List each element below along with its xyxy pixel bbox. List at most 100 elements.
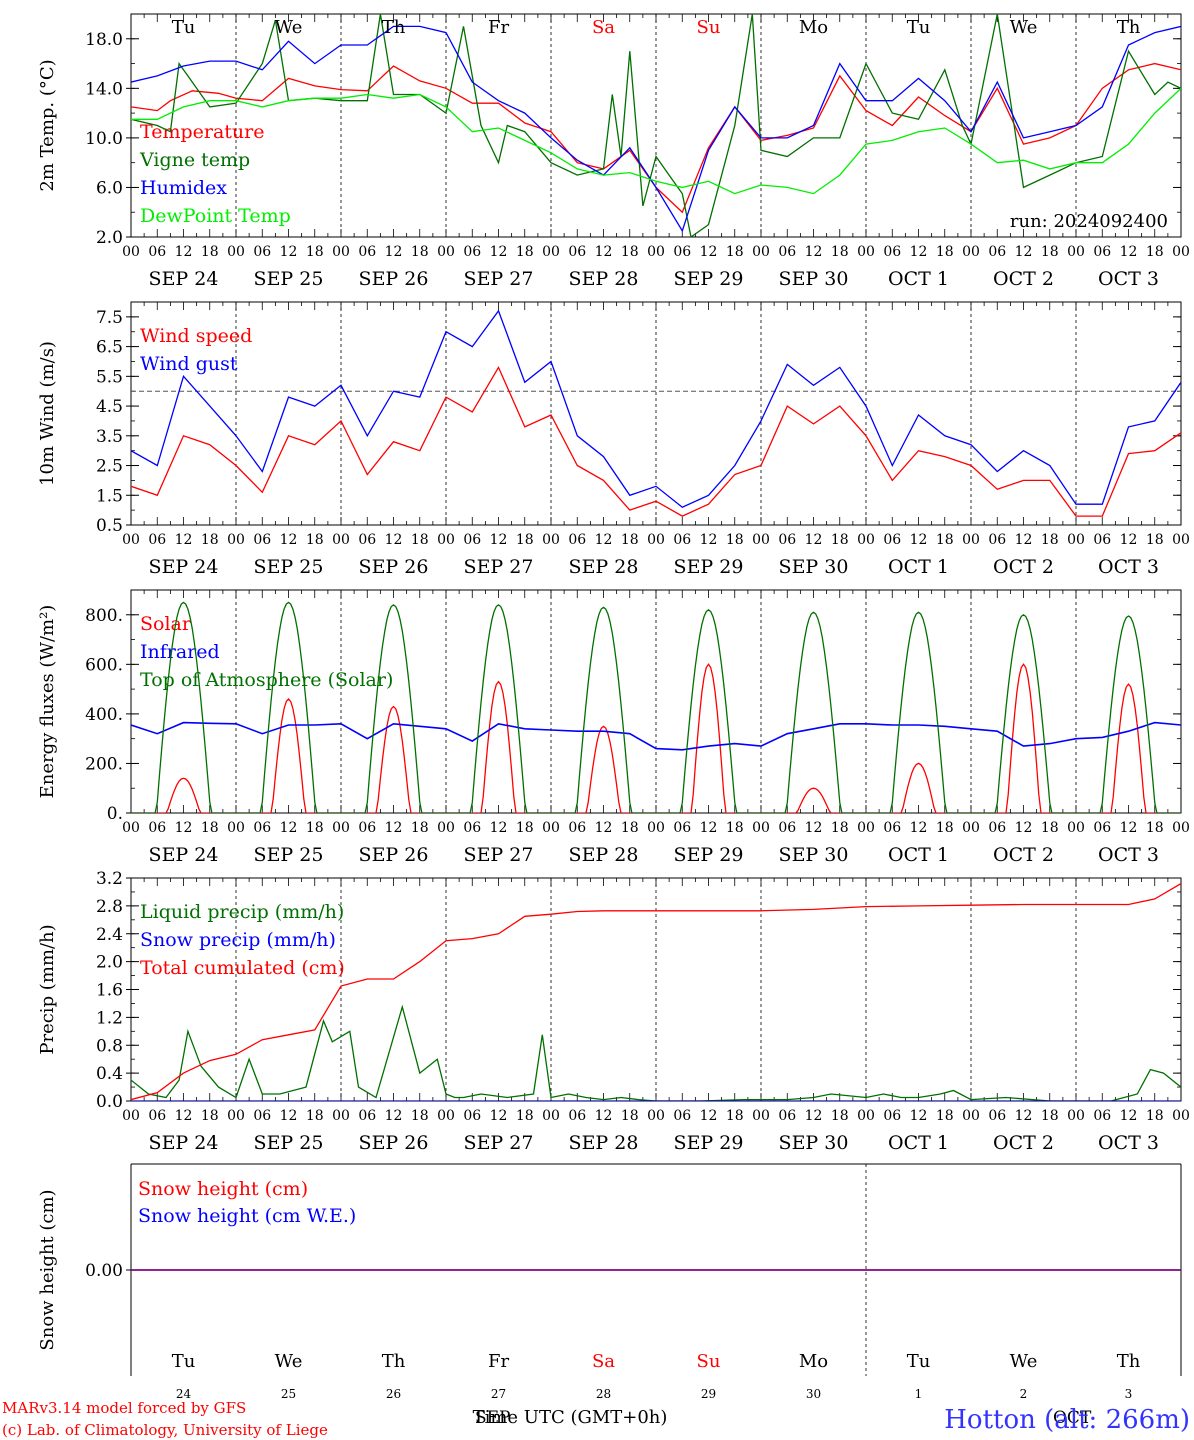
x-tick-label: 12 — [175, 244, 193, 260]
x-tick-label: 00 — [122, 244, 140, 260]
legend-entry: Wind speed — [140, 325, 252, 347]
x-tick-label: 06 — [253, 1108, 271, 1124]
x-tick-label: 12 — [280, 244, 298, 260]
x-tick-label: 12 — [700, 244, 718, 260]
x-tick-label: 00 — [437, 244, 455, 260]
x-tick-label: 18 — [726, 244, 744, 260]
x-tick-label: 18 — [621, 532, 639, 548]
weekday-label: Th — [382, 1351, 406, 1372]
x-tick-label: 06 — [1093, 244, 1111, 260]
date-label: SEP 27 — [464, 1132, 534, 1154]
weekday-label: Th — [382, 17, 406, 38]
y-tick-label: 2.0 — [96, 228, 123, 248]
x-tick-label: 06 — [988, 820, 1006, 836]
date-label: SEP 28 — [569, 1132, 639, 1154]
x-tick-label: 18 — [1041, 1108, 1059, 1124]
x-tick-label: 18 — [831, 532, 849, 548]
x-tick-label: 00 — [437, 1108, 455, 1124]
date-label: OCT 3 — [1098, 844, 1159, 866]
x-tick-label: 06 — [673, 820, 691, 836]
month-label: OCT — [1053, 1408, 1092, 1428]
x-tick-label: 12 — [595, 244, 613, 260]
x-tick-label: 06 — [568, 1108, 586, 1124]
panel-frame — [130, 589, 1182, 814]
x-tick-label: 06 — [358, 532, 376, 548]
weekday-label: Tu — [907, 17, 931, 38]
x-tick-label: 12 — [700, 1108, 718, 1124]
x-tick-label: 18 — [411, 244, 429, 260]
weekday-label: Tu — [172, 17, 196, 38]
x-tick-label: 06 — [568, 532, 586, 548]
x-tick-label: 18 — [1146, 244, 1164, 260]
y-axis-label: Snow height (cm) — [37, 1189, 58, 1350]
x-tick-label: 06 — [463, 244, 481, 260]
x-tick-label: 06 — [778, 532, 796, 548]
x-tick-label: 18 — [516, 820, 534, 836]
x-tick-label: 12 — [1120, 244, 1138, 260]
y-tick-label: 400. — [85, 705, 123, 725]
x-tick-label: 00 — [332, 1108, 350, 1124]
date-label: OCT 3 — [1098, 556, 1159, 578]
x-tick-label: 00 — [227, 532, 245, 548]
y-tick-label: 2.0 — [96, 953, 123, 973]
x-tick-label: 12 — [910, 532, 928, 548]
x-tick-label: 06 — [883, 532, 901, 548]
y-tick-label: 0.0 — [96, 1092, 123, 1112]
weekday-label: Mo — [799, 17, 828, 38]
legend-entry: Liquid precip (mm/h) — [140, 901, 344, 923]
panel-frame — [130, 13, 1182, 238]
weekday-label: Th — [1117, 17, 1141, 38]
y-tick-label: 2.4 — [96, 925, 123, 945]
legend-entry: DewPoint Temp — [140, 205, 291, 227]
x-tick-label: 06 — [778, 820, 796, 836]
x-tick-label: 06 — [358, 820, 376, 836]
x-tick-label: 00 — [962, 532, 980, 548]
date-label: SEP 26 — [359, 1132, 429, 1154]
x-tick-label: 06 — [148, 820, 166, 836]
weekday-label: Fr — [488, 1351, 509, 1372]
x-tick-label: 00 — [227, 820, 245, 836]
date-label: SEP 29 — [674, 1132, 744, 1154]
date-label: SEP 27 — [464, 268, 534, 290]
y-tick-label: 800. — [85, 606, 123, 626]
x-tick-label: 06 — [148, 532, 166, 548]
series-line-dewpoint-temp — [131, 87, 1181, 195]
y-tick-label: 5.5 — [96, 367, 123, 387]
x-tick-label: 12 — [595, 820, 613, 836]
x-tick-label: 12 — [490, 820, 508, 836]
x-tick-label: 18 — [306, 1108, 324, 1124]
x-tick-label: 06 — [673, 532, 691, 548]
x-tick-label: 00 — [857, 244, 875, 260]
credit-line: (c) Lab. of Climatology, University of L… — [2, 1421, 328, 1439]
x-tick-label: 06 — [463, 1108, 481, 1124]
weekday-label: Sa — [592, 17, 615, 38]
y-tick-label: 1.2 — [96, 1008, 123, 1028]
date-label: SEP 26 — [359, 268, 429, 290]
x-tick-label: 12 — [910, 1108, 928, 1124]
weekday-label: Tu — [172, 1351, 196, 1372]
date-label: SEP 25 — [254, 556, 324, 578]
y-tick-label: 18.0 — [85, 30, 123, 50]
x-tick-label: 06 — [988, 1108, 1006, 1124]
x-tick-label: 18 — [1146, 532, 1164, 548]
footer: 24 25 26 27 28 29 30 1 2 3 Time UTC (GMT+0h)SEP OCT… — [2, 1387, 1190, 1439]
x-tick-label: 00 — [227, 1108, 245, 1124]
x-tick-label: 00 — [647, 820, 665, 836]
x-tick-label: 00 — [1067, 532, 1085, 548]
panel-frame — [130, 301, 1182, 526]
x-tick-label: 00 — [1172, 1108, 1190, 1124]
x-tick-label: 12 — [490, 244, 508, 260]
date-label: SEP 28 — [569, 844, 639, 866]
x-tick-label: 18 — [621, 244, 639, 260]
x-tick-label: 06 — [778, 244, 796, 260]
panel-precip: 0.0 0.4 0.8 1.2 1.6 2.0 2.4 2.8 3.2 Precip (mm/h)… — [37, 869, 1190, 1154]
legend-entry: Top of Atmosphere (Solar) — [140, 669, 393, 691]
x-tick-label: 00 — [332, 532, 350, 548]
x-tick-label: 12 — [700, 820, 718, 836]
x-tick-label: 00 — [227, 244, 245, 260]
x-tick-label: 00 — [857, 532, 875, 548]
x-tick-label: 00 — [752, 244, 770, 260]
x-tick-label: 12 — [805, 1108, 823, 1124]
x-tick-label: 00 — [332, 820, 350, 836]
